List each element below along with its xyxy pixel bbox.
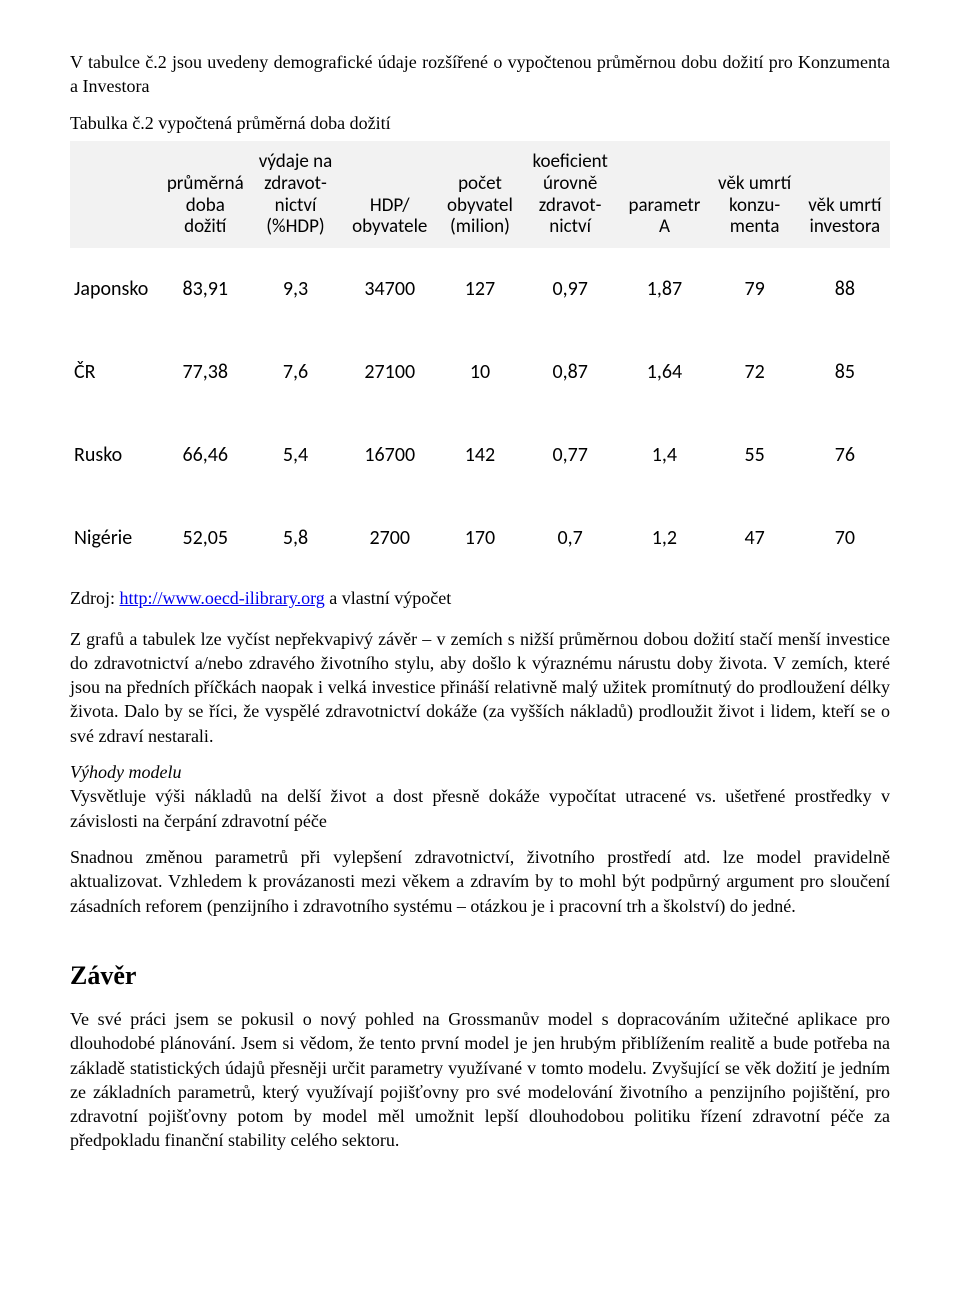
source-suffix: a vlastní výpočet (325, 588, 451, 608)
col-header: věk umrtí konzu­menta (710, 141, 800, 248)
cell: 0,87 (521, 331, 619, 414)
source-link[interactable]: http://www.oecd-ilibrary.org (120, 588, 325, 608)
body-paragraph-3: Snadnou změnou parametrů při vylepšení z… (70, 845, 890, 918)
cell: 34700 (341, 248, 439, 331)
cell: 88 (800, 248, 890, 331)
cell: Japonsko (70, 248, 160, 331)
data-table: průměrná doba dožití výdaje na zdravot­n… (70, 141, 890, 580)
advantages-block: Výhody modelu Vysvětluje výši nákladů na… (70, 760, 890, 833)
advantages-title: Výhody modelu (70, 762, 181, 782)
cell: 47 (710, 497, 800, 580)
cell: 1,87 (619, 248, 709, 331)
col-header: HDP/ obyvatele (341, 141, 439, 248)
cell: 0,7 (521, 497, 619, 580)
cell: 79 (710, 248, 800, 331)
col-header: věk umrtí investora (800, 141, 890, 248)
table-row: Nigérie 52,05 5,8 2700 170 0,7 1,2 47 70 (70, 497, 890, 580)
cell: Nigérie (70, 497, 160, 580)
cell: 170 (439, 497, 521, 580)
cell: 83,91 (160, 248, 250, 331)
cell: 5,8 (250, 497, 340, 580)
cell: Rusko (70, 414, 160, 497)
table-row: Rusko 66,46 5,4 16700 142 0,77 1,4 55 76 (70, 414, 890, 497)
cell: 16700 (341, 414, 439, 497)
cell: 9,3 (250, 248, 340, 331)
col-header: průměrná doba dožití (160, 141, 250, 248)
cell: 85 (800, 331, 890, 414)
cell: 0,77 (521, 414, 619, 497)
advantages-text-1: Vysvětluje výši nákladů na delší život a… (70, 786, 890, 830)
cell: 10 (439, 331, 521, 414)
cell: 52,05 (160, 497, 250, 580)
cell: 70 (800, 497, 890, 580)
table-header-row: průměrná doba dožití výdaje na zdravot­n… (70, 141, 890, 248)
col-header: výdaje na zdravot­nictví (%HDP) (250, 141, 340, 248)
table-source: Zdroj: http://www.oecd-ilibrary.org a vl… (70, 586, 890, 610)
cell: 1,4 (619, 414, 709, 497)
conclusion-heading: Závěr (70, 958, 890, 993)
table-row: ČR 77,38 7,6 27100 10 0,87 1,64 72 85 (70, 331, 890, 414)
cell: 27100 (341, 331, 439, 414)
cell: 2700 (341, 497, 439, 580)
cell: 127 (439, 248, 521, 331)
cell: 7,6 (250, 331, 340, 414)
col-header: koeficient úrovně zdravot­nictví (521, 141, 619, 248)
cell: 77,38 (160, 331, 250, 414)
cell: 55 (710, 414, 800, 497)
intro-paragraph: V tabulce č.2 jsou uvedeny demografické … (70, 50, 890, 99)
cell: ČR (70, 331, 160, 414)
cell: 0,97 (521, 248, 619, 331)
table-row: Japonsko 83,91 9,3 34700 127 0,97 1,87 7… (70, 248, 890, 331)
cell: 76 (800, 414, 890, 497)
cell: 142 (439, 414, 521, 497)
body-paragraph-1: Z grafů a tabulek lze vyčíst nepřekvapiv… (70, 627, 890, 748)
conclusion-paragraph: Ve své práci jsem se pokusil o nový pohl… (70, 1007, 890, 1153)
col-header (70, 141, 160, 248)
cell: 66,46 (160, 414, 250, 497)
col-header: parametr A (619, 141, 709, 248)
source-prefix: Zdroj: (70, 588, 120, 608)
cell: 1,2 (619, 497, 709, 580)
cell: 1,64 (619, 331, 709, 414)
col-header: počet obyvatel (milion) (439, 141, 521, 248)
cell: 5,4 (250, 414, 340, 497)
table-caption: Tabulka č.2 vypočtená průměrná doba doži… (70, 111, 890, 135)
cell: 72 (710, 331, 800, 414)
